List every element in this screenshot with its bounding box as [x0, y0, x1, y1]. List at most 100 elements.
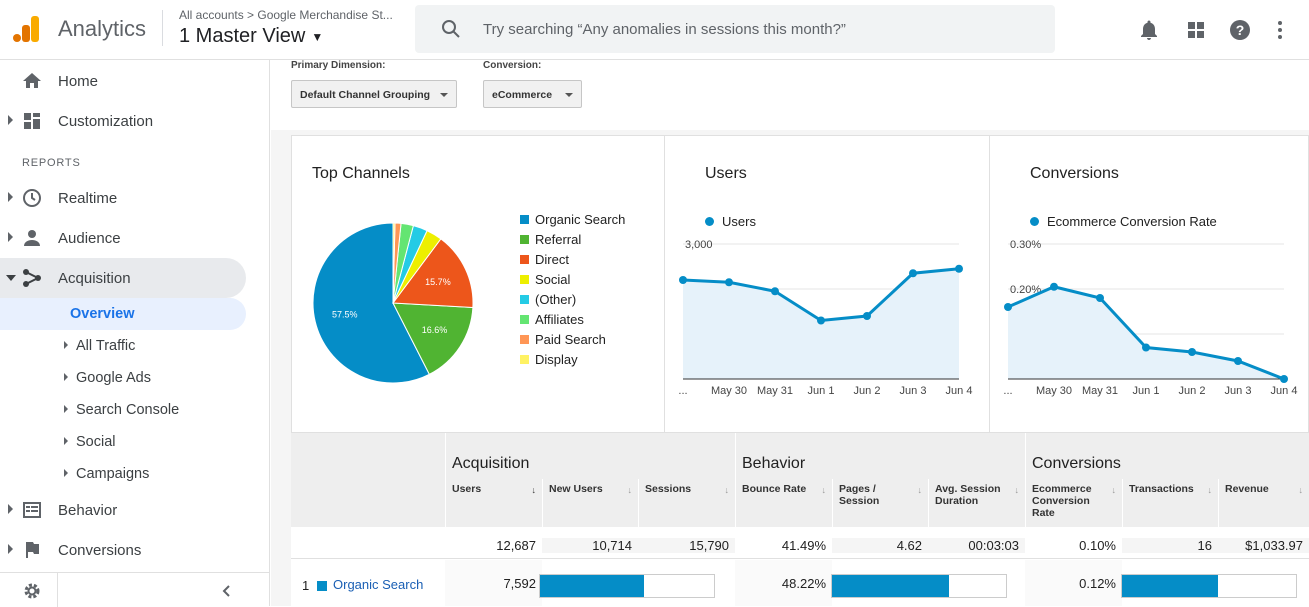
- transactions-bar: [1121, 574, 1297, 598]
- sidebar-item-overview[interactable]: Overview: [0, 298, 246, 330]
- column-header-users[interactable]: Users ↓: [445, 479, 542, 527]
- data-point[interactable]: [1142, 343, 1150, 352]
- column-header-revenue[interactable]: Revenue ↓: [1218, 479, 1309, 527]
- column-header-transactions[interactable]: Transactions ↓: [1122, 479, 1218, 527]
- legend-label: Referral: [535, 232, 582, 247]
- pie-chart[interactable]: 57.5% 16.6% 15.7%: [312, 222, 474, 384]
- row-users: 7,592: [503, 576, 536, 591]
- column-header-new-users[interactable]: New Users ↓: [542, 479, 638, 527]
- chevron-down-icon: [6, 275, 16, 281]
- sidebar-item-realtime[interactable]: Realtime: [0, 178, 246, 218]
- group-header-acquisition: Acquisition: [446, 433, 735, 479]
- pie-slice[interactable]: [392, 238, 474, 309]
- divider: [57, 573, 58, 607]
- column-header-sessions[interactable]: Sessions ↓: [638, 479, 735, 527]
- channel-link[interactable]: Organic Search: [333, 577, 424, 592]
- sidebar-item-label: Behavior: [58, 502, 118, 519]
- apps-icon[interactable]: [1184, 18, 1208, 42]
- x-tick-label: Jun 3: [900, 385, 927, 397]
- row-rank: 1: [302, 578, 310, 593]
- collapse-icon[interactable]: [220, 584, 234, 598]
- sidebar-item-label: Home: [58, 73, 99, 90]
- sidebar-item-conversions[interactable]: Conversions: [0, 530, 246, 570]
- x-tick-label: May 31: [757, 385, 793, 397]
- sort-icon: ↓: [1298, 485, 1304, 495]
- users-panel: Users Users 3,0002,0001,000...May 30May …: [664, 135, 990, 433]
- chevron-right-icon: [8, 232, 13, 242]
- data-point[interactable]: [771, 287, 779, 296]
- help-icon[interactable]: ?: [1228, 18, 1252, 42]
- sidebar-item-label: Realtime: [58, 190, 118, 207]
- x-tick-label: Jun 2: [1179, 385, 1206, 397]
- column-header-bounce-rate[interactable]: Bounce Rate ↓: [735, 479, 832, 527]
- y-tick-label: 0.30%: [1010, 239, 1041, 251]
- sidebar-item-google-ads[interactable]: Google Ads: [0, 362, 246, 394]
- chevron-right-icon: [64, 341, 68, 349]
- x-tick-label: Jun 1: [1133, 385, 1160, 397]
- sidebar: Home Customization REPORTS Realtime Audi…: [0, 60, 270, 607]
- area-fill: [1008, 286, 1284, 379]
- analytics-logo[interactable]: [12, 14, 42, 44]
- data-point[interactable]: [817, 316, 825, 325]
- dropdown-value: eCommerce: [492, 89, 553, 101]
- chevron-right-icon: [8, 504, 13, 514]
- legend-label: (Other): [535, 292, 577, 307]
- data-point[interactable]: [863, 312, 871, 320]
- sidebar-item-search-console[interactable]: Search Console: [0, 394, 246, 426]
- sidebar-item-campaigns[interactable]: Campaigns: [0, 458, 246, 490]
- view-selector[interactable]: 1 Master View ▼: [179, 25, 323, 48]
- sidebar-item-behavior[interactable]: Behavior: [0, 490, 246, 530]
- total-new-users: 10,714: [542, 538, 638, 553]
- more-vert-icon[interactable]: [1268, 18, 1292, 42]
- data-point[interactable]: [1234, 357, 1242, 365]
- gear-icon[interactable]: [22, 581, 42, 601]
- column-header-avg-session-duration[interactable]: Avg. Session Duration ↓: [928, 479, 1025, 527]
- bar-fill: [1122, 575, 1218, 597]
- x-tick-label: May 31: [1082, 385, 1118, 397]
- group-header-conversions: Conversions: [1026, 433, 1309, 479]
- column-header-conversion-rate[interactable]: Ecommerce Conversion Rate ↓: [1025, 479, 1122, 527]
- pie-slice[interactable]: [392, 222, 396, 304]
- sidebar-footer: [0, 572, 270, 607]
- panel-title: Users: [705, 165, 747, 182]
- sidebar-item-acquisition[interactable]: Acquisition: [0, 258, 246, 298]
- bell-icon[interactable]: [1137, 18, 1161, 42]
- primary-dimension-dropdown[interactable]: Default Channel Grouping: [291, 80, 457, 108]
- sidebar-item-all-traffic[interactable]: All Traffic: [0, 330, 246, 362]
- data-point[interactable]: [909, 269, 917, 278]
- data-point[interactable]: [1188, 348, 1196, 356]
- conversion-dropdown[interactable]: eCommerce: [483, 80, 582, 108]
- sidebar-item-customization[interactable]: Customization: [0, 101, 246, 141]
- top-bar: Analytics All accounts > Google Merchand…: [0, 0, 1309, 60]
- caret-down-icon: [440, 93, 448, 97]
- legend-dot: [1030, 217, 1039, 226]
- series-legend: Ecommerce Conversion Rate: [1030, 214, 1217, 229]
- data-point[interactable]: [1280, 375, 1288, 383]
- column-header-pages-per-session[interactable]: Pages / Session ↓: [832, 479, 928, 527]
- data-point[interactable]: [1050, 282, 1058, 291]
- sidebar-item-label: All Traffic: [76, 338, 136, 354]
- data-point[interactable]: [1096, 294, 1104, 302]
- data-point[interactable]: [955, 264, 963, 273]
- search-box[interactable]: Try searching “Any anomalies in sessions…: [415, 5, 1055, 53]
- sort-icon: ↓: [917, 485, 923, 495]
- sort-icon: ↓: [724, 485, 730, 495]
- data-point[interactable]: [679, 276, 687, 284]
- acquisition-icon: [23, 269, 41, 287]
- dashboard-icon: [24, 113, 40, 129]
- data-point[interactable]: [1004, 303, 1012, 311]
- pie-slice[interactable]: [392, 302, 474, 375]
- sidebar-item-home[interactable]: Home: [0, 61, 246, 101]
- breadcrumb[interactable]: All accounts > Google Merchandise St...: [179, 8, 393, 22]
- data-point[interactable]: [725, 278, 733, 287]
- sidebar-item-social[interactable]: Social: [0, 426, 246, 458]
- sidebar-item-label: Social: [76, 434, 116, 450]
- search-placeholder: Try searching “Any anomalies in sessions…: [483, 21, 846, 38]
- primary-dimension-label: Primary Dimension:: [291, 60, 386, 71]
- sidebar-item-audience[interactable]: Audience: [0, 218, 246, 258]
- pie-slice[interactable]: [312, 222, 430, 384]
- legend-label: Display: [535, 352, 578, 367]
- sidebar-item-label: Customization: [58, 113, 154, 130]
